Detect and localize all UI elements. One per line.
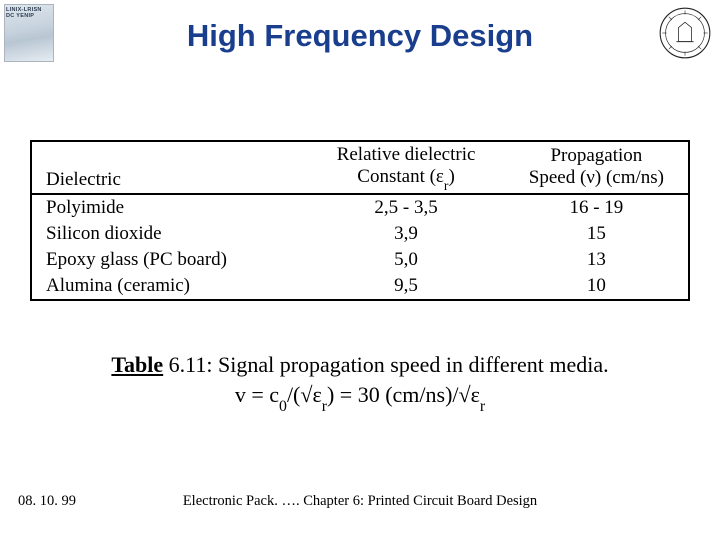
- caption-number: 6.11:: [169, 352, 218, 377]
- col-rel-constant: Relative dielectric Constant (εr): [307, 141, 504, 194]
- table-row: Polyimide 2,5 - 3,5 16 - 19: [31, 194, 689, 221]
- table-row: Silicon dioxide 3,9 15: [31, 221, 689, 247]
- propagation-formula: v = c0/(√εr) = 30 (cm/ns)/√εr: [0, 382, 720, 412]
- col-prop-speed: Propagation Speed (ν) (cm/ns): [505, 141, 689, 194]
- table-header-row: Dielectric Relative dielectric Constant …: [31, 141, 689, 194]
- page-title: High Frequency Design: [0, 18, 720, 54]
- footer: 08. 10. 99 Electronic Pack. …. Chapter 6…: [0, 493, 720, 510]
- col-dielectric: Dielectric: [31, 141, 307, 194]
- table-row: Epoxy glass (PC board) 5,0 13: [31, 247, 689, 273]
- caption-text: Signal propagation speed in different me…: [218, 352, 609, 377]
- table-caption: Table 6.11: Signal propagation speed in …: [0, 352, 720, 378]
- footer-center: Electronic Pack. …. Chapter 6: Printed C…: [0, 493, 720, 510]
- caption-label: Table: [111, 352, 163, 377]
- table-row: Alumina (ceramic) 9,5 10: [31, 273, 689, 300]
- dielectric-table: Dielectric Relative dielectric Constant …: [30, 140, 690, 301]
- epsilon-r-sub: r: [444, 178, 449, 193]
- footer-date: 08. 10. 99: [18, 493, 76, 510]
